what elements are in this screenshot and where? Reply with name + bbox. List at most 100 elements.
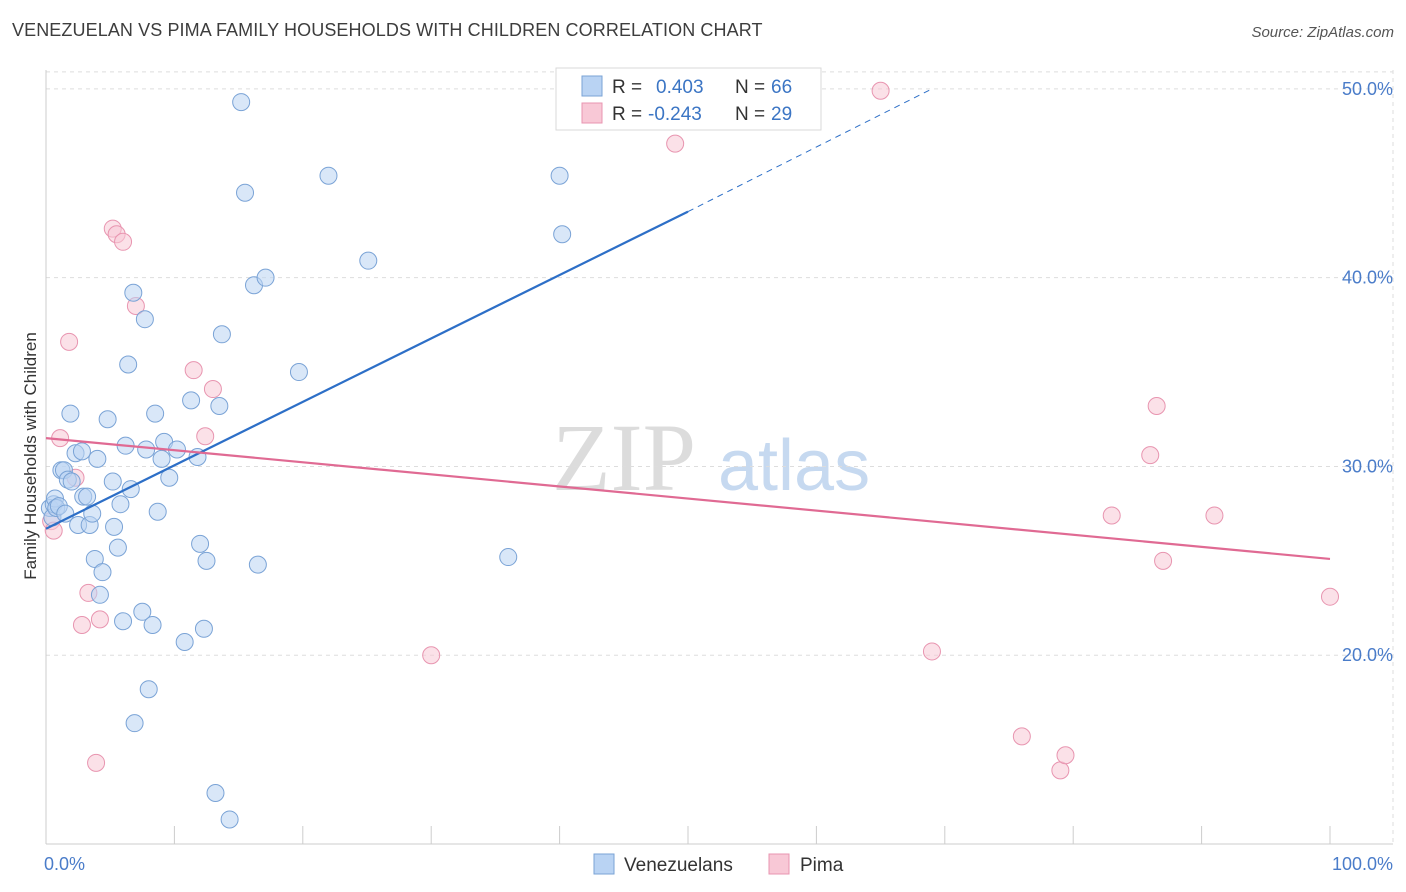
chart-title: VENEZUELAN VS PIMA FAMILY HOUSEHOLDS WIT…: [12, 20, 763, 40]
watermark-zip: ZIP: [552, 404, 696, 511]
venezuelan-point-38: [143, 616, 162, 635]
venezuelan-point-34: [133, 602, 152, 621]
source-label: Source: ZipAtlas.com: [1251, 24, 1394, 41]
pima-r-value: -0.243: [648, 104, 702, 125]
venezuelan-points: [40, 93, 572, 829]
venezuelan-point-39: [146, 404, 165, 423]
legend-venezuelans-swatch: [593, 853, 615, 875]
venezuelan-point-27: [111, 495, 130, 514]
pima-point-25: [1147, 397, 1166, 416]
venezuelan-point-49: [194, 619, 213, 638]
pima-point-22: [1056, 746, 1075, 765]
y-tick-label-3: 50.0%: [1342, 79, 1393, 99]
pima-point-27: [1205, 506, 1224, 525]
venezuelan-point-41: [152, 449, 171, 468]
pima-point-17: [666, 134, 685, 153]
venezuelan-point-63: [499, 548, 518, 567]
venezuelan-point-40: [148, 502, 167, 521]
venezuelan-point-46: [182, 391, 201, 410]
pima-point-3: [60, 332, 79, 351]
venezuelan-point-23: [98, 410, 117, 429]
venezuelan-point-45: [175, 633, 194, 652]
venezuelan-point-54: [220, 810, 239, 829]
venezuelans-r-value: 0.403: [656, 77, 704, 98]
venezuelan-point-20: [88, 449, 107, 468]
legend-pima-swatch: [768, 853, 790, 875]
venezuelan-point-24: [103, 472, 122, 491]
legend-pima-label: Pima: [800, 855, 844, 876]
venezuelan-point-53: [212, 325, 231, 344]
venezuelan-point-26: [108, 538, 127, 557]
venezuelan-point-10: [61, 404, 80, 423]
pima-point-13: [184, 361, 203, 380]
venezuelan-point-22: [93, 563, 112, 582]
y-tick-labels: 20.0% 30.0% 40.0% 50.0%: [1342, 79, 1393, 665]
y-tick-label-0: 20.0%: [1342, 645, 1393, 665]
venezuelan-point-32: [124, 283, 143, 302]
venezuelans-swatch: [581, 75, 603, 97]
pima-point-20: [1012, 727, 1031, 746]
legend-venezuelans-label: Venezuelans: [624, 855, 733, 876]
venezuelan-point-43: [160, 468, 179, 487]
venezuelan-point-51: [206, 784, 225, 803]
venezuelan-point-64: [550, 166, 569, 185]
venezuelan-point-19: [85, 549, 104, 568]
venezuelan-point-56: [236, 183, 255, 202]
pima-point-8: [90, 610, 109, 629]
venezuelan-point-21: [90, 585, 109, 604]
y-tick-label-1: 30.0%: [1342, 456, 1393, 476]
venezuelans-n-value: 66: [771, 77, 792, 98]
pima-point-19: [922, 642, 941, 661]
pima-swatch: [581, 102, 603, 124]
venezuelans-trend-line: [45, 210, 689, 530]
venezuelans-n-label: N =: [735, 77, 765, 98]
venezuelans-r-label: R =: [612, 77, 642, 98]
x-tick-label-0: 0.0%: [44, 854, 85, 874]
venezuelan-point-61: [319, 166, 338, 185]
pima-point-11: [114, 232, 133, 251]
pima-point-23: [1102, 506, 1121, 525]
pima-n-label: N =: [735, 104, 765, 125]
venezuelan-point-36: [137, 440, 156, 459]
venezuelan-point-62: [359, 251, 378, 270]
venezuelan-point-48: [191, 534, 210, 553]
axes: [45, 70, 1393, 845]
pima-point-15: [203, 380, 222, 399]
pima-point-5: [72, 616, 91, 635]
pima-r-label: R =: [612, 104, 642, 125]
pima-point-16: [422, 646, 441, 665]
pima-point-28: [1321, 587, 1339, 606]
venezuelan-point-14: [72, 442, 91, 461]
pima-point-7: [87, 753, 106, 772]
pima-point-26: [1154, 551, 1173, 570]
venezuelan-point-59: [256, 268, 275, 287]
stats-legend: R = 0.403 N = 66 R = -0.243 N = 29: [555, 67, 822, 131]
pima-point-18: [871, 81, 890, 100]
series-legend: Venezuelans Pima: [593, 853, 844, 876]
venezuelan-point-58: [248, 555, 267, 574]
venezuelan-point-25: [105, 517, 124, 536]
venezuelan-point-37: [139, 680, 158, 699]
venezuelan-point-16: [78, 487, 97, 506]
y-axis-label: Family Households with Children: [21, 332, 40, 580]
y-tick-label-2: 40.0%: [1342, 268, 1393, 288]
pima-point-24: [1141, 446, 1160, 465]
pima-point-21: [1051, 761, 1070, 780]
x-tick-labels: 0.0% 100.0%: [44, 854, 1393, 874]
venezuelan-point-33: [125, 714, 144, 733]
venezuelan-point-65: [553, 225, 572, 244]
pima-n-value: 29: [771, 104, 792, 125]
x-tick-label-1: 100.0%: [1332, 854, 1393, 874]
venezuelan-point-30: [119, 355, 138, 374]
trend-lines: [45, 88, 1331, 561]
venezuelan-point-60: [289, 363, 308, 382]
venezuelan-point-28: [114, 612, 133, 631]
venezuelan-point-35: [135, 310, 154, 329]
venezuelan-point-55: [232, 93, 251, 112]
venezuelan-point-50: [197, 551, 216, 570]
venezuelan-point-11: [62, 472, 81, 491]
venezuelan-point-52: [210, 397, 229, 416]
venezuelans-trend-extension: [687, 88, 933, 213]
pima-trend-line: [45, 437, 1331, 561]
